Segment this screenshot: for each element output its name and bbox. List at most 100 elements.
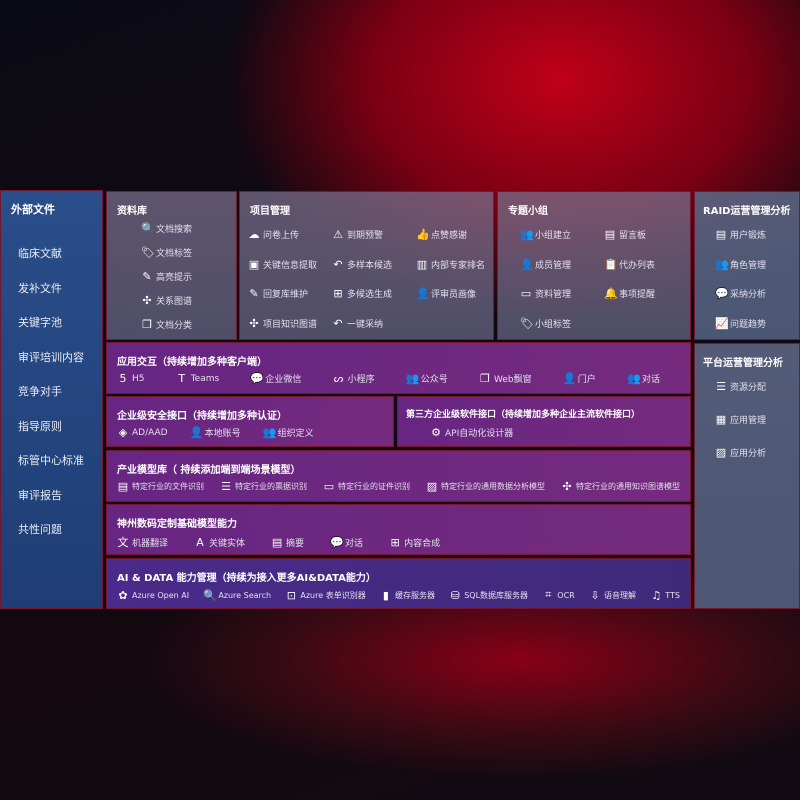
item-label: 语音理解 <box>604 590 636 600</box>
item-interaction[interactable]: 👥 公众号 <box>406 372 448 385</box>
item-security[interactable]: 👤 本地账号 <box>190 426 241 439</box>
item-group[interactable]: 👥 小组建立 <box>520 228 571 241</box>
item-library[interactable]: ✎ 高亮提示 <box>141 270 192 283</box>
item-security[interactable]: ◈ AD/AAD <box>117 426 168 439</box>
folder-icon: ▭ <box>520 287 532 300</box>
item-label: Web飘窗 <box>493 375 532 385</box>
item-label: 内容合成 <box>404 538 441 549</box>
user-add-icon: 👤 <box>520 257 534 271</box>
sidebar-item[interactable]: 审评报告 <box>18 488 62 502</box>
alarm-icon: ⚠ <box>333 228 343 241</box>
item-label: 关键信息提取 <box>263 260 318 271</box>
item-industry[interactable]: ▨ 特定行业的通用数据分析模型 <box>426 480 545 493</box>
item-label: 文档搜索 <box>156 225 193 235</box>
item-interaction[interactable]: 5 H5 <box>117 372 145 385</box>
openai-icon: ✿ <box>118 588 128 602</box>
item-platform[interactable]: ▦ 应用管理 <box>715 413 766 426</box>
item-industry[interactable]: ▭ 特定行业的证件识别 <box>323 480 410 493</box>
item-project[interactable]: ✣ 项目知识图谱 <box>248 317 317 330</box>
item-aidata[interactable]: ♫ TTS <box>650 589 680 602</box>
database-icon: ⛁ <box>450 588 460 602</box>
item-interaction[interactable]: 👥 对话 <box>627 372 660 385</box>
item-project[interactable]: ↶ 多样本候选 <box>332 258 392 271</box>
item-aidata[interactable]: ⊡ Azure 表单识别器 <box>285 589 366 602</box>
panel-platform-analysis: 平台运营管理分析 ☰ 资源分配 ▦ 应用管理 ▨ 应用分析 <box>694 343 800 609</box>
item-project[interactable]: ↶ 一键采纳 <box>332 317 383 330</box>
sidebar-item[interactable]: 指导原则 <box>18 419 62 433</box>
item-platform[interactable]: ▨ 应用分析 <box>715 446 766 459</box>
item-security[interactable]: 👥 组织定义 <box>263 426 314 439</box>
trend-icon: 📈 <box>715 316 729 330</box>
item-aidata[interactable]: ✿ Azure Open AI <box>117 589 189 602</box>
sidebar-item[interactable]: 标管中心标准 <box>18 454 84 467</box>
users-icon: 👥 <box>715 257 729 271</box>
item-aidata[interactable]: ⌗ OCR <box>542 588 575 602</box>
item-industry[interactable]: ✣ 特定行业的通用知识图谱模型 <box>561 480 680 493</box>
item-library[interactable]: ❐ 文档分类 <box>141 318 192 331</box>
item-aidata[interactable]: ⇩ 语音理解 <box>589 589 636 602</box>
item-aidata[interactable]: ▮ 缓存服务器 <box>380 589 435 602</box>
item-project[interactable]: ⚠ 到期预警 <box>332 228 383 241</box>
item-project[interactable]: ⊞ 多候选生成 <box>332 287 392 300</box>
item-foundation[interactable]: ⊞ 内容合成 <box>389 536 440 549</box>
item-raid[interactable]: ▤ 用户锻炼 <box>715 228 766 241</box>
item-group[interactable]: 👤 成员管理 <box>520 258 571 271</box>
item-project[interactable]: ☁ 问卷上传 <box>248 228 300 241</box>
item-project[interactable]: 👍 点赞感谢 <box>416 228 467 241</box>
chat-users-icon: 👥 <box>626 372 641 385</box>
item-group[interactable]: ▤ 留言板 <box>604 228 646 241</box>
item-label: TTS <box>665 590 680 600</box>
item-platform[interactable]: ☰ 资源分配 <box>715 380 766 393</box>
sidebar-item[interactable]: 临床文献 <box>18 247 62 260</box>
item-label: 特定行业的文件识别 <box>132 482 204 491</box>
item-industry[interactable]: ▤ 特定行业的文件识别 <box>117 480 204 493</box>
item-label: 问题趋势 <box>730 319 767 330</box>
item-project[interactable]: ▥ 内部专家排名 <box>416 258 485 271</box>
item-interaction[interactable]: ᔕ 小程序 <box>333 372 375 385</box>
item-library[interactable]: 🏷 文档标签 <box>141 246 192 259</box>
tts-icon: ♫ <box>651 588 662 602</box>
item-interaction[interactable]: T Teams <box>176 372 219 385</box>
panel-industry-models: 产业模型库（ 持续添加端到端场景模型） ▤ 特定行业的文件识别 ☰ 特定行业的票据识别 ▭… <box>106 450 691 502</box>
sidebar-item[interactable]: 关键字池 <box>18 316 62 329</box>
item-group[interactable]: 🔔 事项提醒 <box>604 287 655 300</box>
item-aidata[interactable]: ⛁ SQL数据库服务器 <box>449 589 528 602</box>
sidebar-item[interactable]: 共性问题 <box>18 523 62 536</box>
item-project[interactable]: 👤 评审员画像 <box>416 287 476 300</box>
item-interaction[interactable]: 👤 门户 <box>563 372 596 385</box>
doc-stack-icon: ❐ <box>142 318 152 331</box>
item-raid[interactable]: 📈 问题趋势 <box>715 317 766 330</box>
item-group[interactable]: ▭ 资料管理 <box>520 287 571 300</box>
item-raid[interactable]: 👥 角色管理 <box>715 258 766 271</box>
item-label: 摘要 <box>286 538 305 549</box>
item-label: 事项提醒 <box>619 290 656 300</box>
panel-title: 资料库 <box>117 206 147 217</box>
chart-icon: ▨ <box>426 480 438 493</box>
item-foundation[interactable]: A 关键实体 <box>194 536 245 549</box>
panel-title: 神州数码定制基础模型能力 <box>117 519 237 530</box>
item-label: 关系图谱 <box>156 297 193 307</box>
item-thirdparty[interactable]: ⚙ API自动化设计器 <box>430 426 513 439</box>
item-group[interactable]: 📋 代办列表 <box>604 258 655 271</box>
server-icon: ▮ <box>382 588 389 602</box>
item-industry[interactable]: ☰ 特定行业的票据识别 <box>220 480 307 493</box>
item-foundation[interactable]: 💬 对话 <box>330 536 363 549</box>
item-group[interactable]: 🏷 小组标签 <box>520 317 571 330</box>
item-interaction[interactable]: ❐ Web飘窗 <box>479 372 532 385</box>
item-library[interactable]: 🔍 文档搜索 <box>141 222 192 235</box>
sidebar-item[interactable]: 审评培训内容 <box>18 350 84 364</box>
doc-search-icon: 🔍 <box>141 222 155 235</box>
item-label: 采纳分析 <box>730 290 767 300</box>
item-foundation[interactable]: ▤ 摘要 <box>271 536 304 549</box>
item-raid[interactable]: 💬 采纳分析 <box>715 287 766 300</box>
item-interaction[interactable]: 💬 企业微信 <box>250 372 301 385</box>
item-library[interactable]: ✣ 关系图谱 <box>141 294 192 307</box>
sidebar-item[interactable]: 发补文件 <box>18 281 62 295</box>
item-aidata[interactable]: 🔍 Azure Search <box>203 589 271 602</box>
item-foundation[interactable]: 文机器翻译 <box>117 534 169 550</box>
tag-icon: 🏷 <box>520 316 534 330</box>
item-label: 应用分析 <box>730 449 767 459</box>
item-project[interactable]: ▣ 关键信息提取 <box>248 258 317 271</box>
item-project[interactable]: ✎ 回复库维护 <box>248 287 308 300</box>
sidebar-item[interactable]: 竞争对手 <box>18 385 62 398</box>
